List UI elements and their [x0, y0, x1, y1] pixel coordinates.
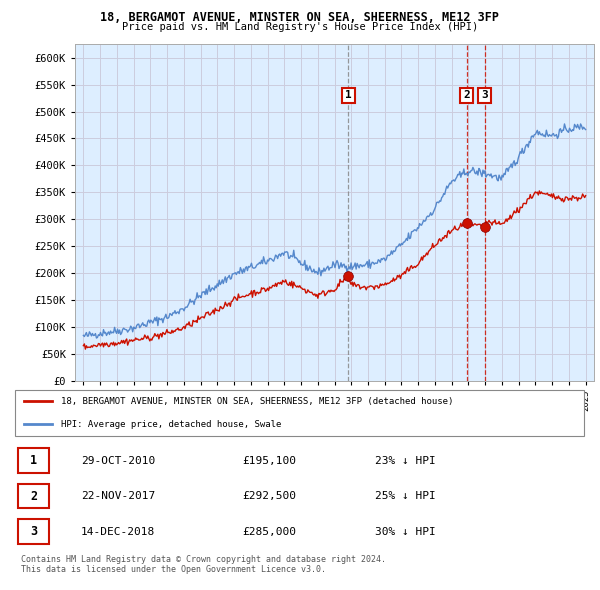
Text: 2: 2 — [463, 90, 470, 100]
Text: 30% ↓ HPI: 30% ↓ HPI — [375, 527, 436, 537]
FancyBboxPatch shape — [15, 390, 584, 437]
Text: 3: 3 — [30, 525, 37, 538]
Text: 25% ↓ HPI: 25% ↓ HPI — [375, 491, 436, 501]
Text: Contains HM Land Registry data © Crown copyright and database right 2024.
This d: Contains HM Land Registry data © Crown c… — [21, 555, 386, 574]
FancyBboxPatch shape — [18, 484, 49, 509]
Text: £285,000: £285,000 — [242, 527, 296, 537]
Text: 22-NOV-2017: 22-NOV-2017 — [81, 491, 155, 501]
Text: £195,100: £195,100 — [242, 455, 296, 466]
Text: 18, BERGAMOT AVENUE, MINSTER ON SEA, SHEERNESS, ME12 3FP: 18, BERGAMOT AVENUE, MINSTER ON SEA, SHE… — [101, 11, 499, 24]
Text: £292,500: £292,500 — [242, 491, 296, 501]
Text: 2: 2 — [30, 490, 37, 503]
Text: Price paid vs. HM Land Registry's House Price Index (HPI): Price paid vs. HM Land Registry's House … — [122, 22, 478, 32]
Text: 3: 3 — [481, 90, 488, 100]
Text: 29-OCT-2010: 29-OCT-2010 — [81, 455, 155, 466]
Text: 23% ↓ HPI: 23% ↓ HPI — [375, 455, 436, 466]
Text: 1: 1 — [345, 90, 352, 100]
Text: 14-DEC-2018: 14-DEC-2018 — [81, 527, 155, 537]
Text: 18, BERGAMOT AVENUE, MINSTER ON SEA, SHEERNESS, ME12 3FP (detached house): 18, BERGAMOT AVENUE, MINSTER ON SEA, SHE… — [61, 396, 454, 406]
Text: 1: 1 — [30, 454, 37, 467]
FancyBboxPatch shape — [18, 448, 49, 473]
Text: HPI: Average price, detached house, Swale: HPI: Average price, detached house, Swal… — [61, 420, 281, 429]
FancyBboxPatch shape — [18, 519, 49, 544]
